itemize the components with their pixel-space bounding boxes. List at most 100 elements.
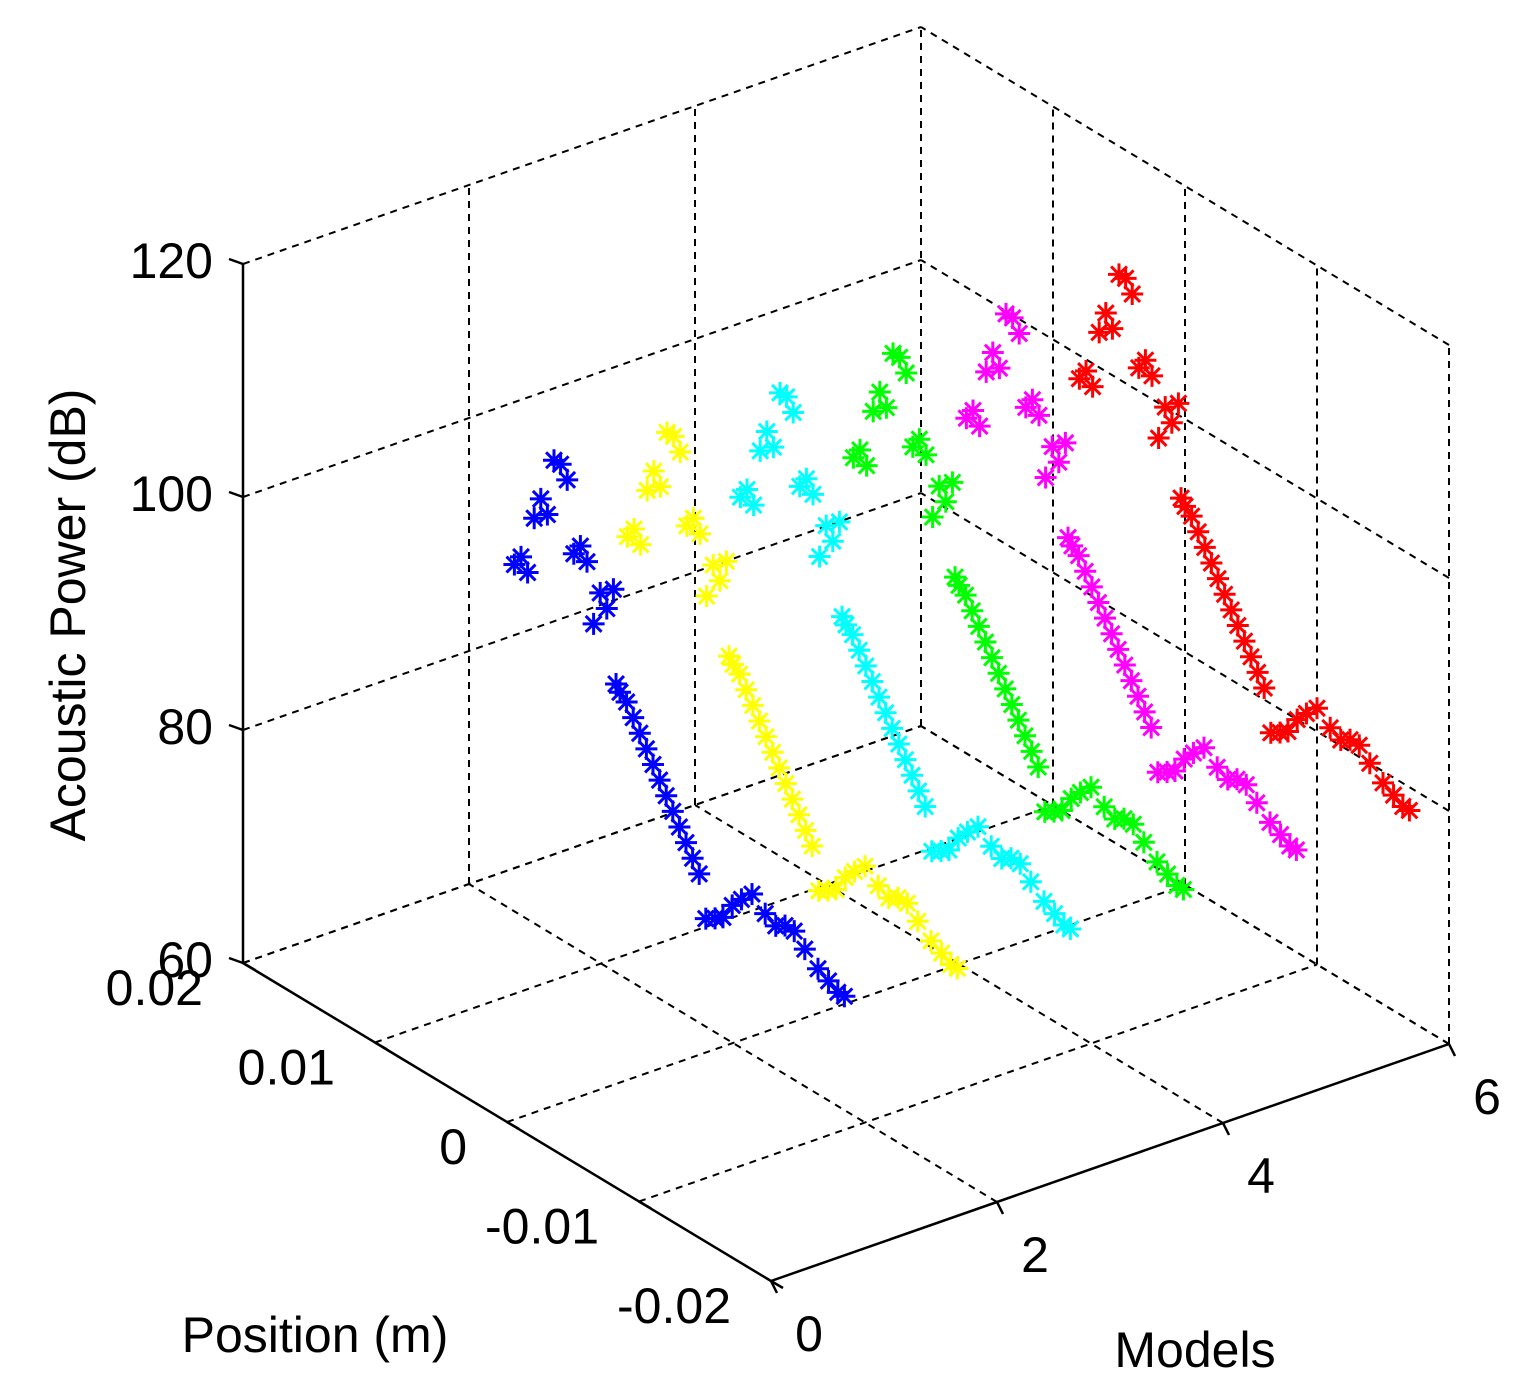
data-point-model-1 (543, 449, 565, 472)
data-point-model-3 (831, 605, 854, 628)
data-point-model-5 (1245, 791, 1268, 814)
data-point-model-6 (1286, 708, 1309, 731)
data-point-model-2 (867, 874, 890, 897)
data-point-model-4 (1093, 795, 1116, 818)
grid-line-floor (638, 963, 1318, 1203)
grid-line-floor (468, 883, 998, 1203)
grid-line-floor (506, 884, 1186, 1123)
grid-line-floor (694, 804, 1224, 1124)
data-point-model-1 (721, 894, 744, 917)
data-point-model-3 (947, 827, 970, 850)
grid-line-back-wall (242, 259, 922, 498)
data-point-model-4 (882, 342, 904, 365)
data-point-model-2 (695, 585, 718, 608)
data-point-model-2 (735, 678, 758, 701)
data-point-model-5 (995, 302, 1017, 325)
data-point-model-4 (1165, 874, 1188, 897)
data-point-model-4 (1033, 800, 1056, 823)
data-point-model-4 (921, 506, 944, 529)
data-point-model-2 (616, 525, 639, 548)
data-point-model-2 (642, 460, 665, 483)
data-point-model-1 (694, 907, 717, 930)
data-point-model-2 (906, 910, 929, 933)
data-point-model-6 (1207, 567, 1229, 590)
data-point-model-1 (562, 542, 585, 565)
data-point-model-6 (1147, 427, 1170, 450)
data-point-model-6 (1391, 795, 1414, 818)
data-point-model-4 (901, 435, 924, 458)
grid-line-side-wall (920, 492, 1450, 812)
data-point-model-3 (749, 439, 772, 462)
grid-line-floor (920, 725, 1450, 1045)
y-tick-mark (506, 1120, 520, 1131)
data-point-model-5 (1259, 811, 1281, 834)
x-tick-label: 0 (795, 1306, 823, 1362)
data-point-model-1 (589, 581, 612, 604)
data-point-model-3 (755, 420, 778, 443)
x-tick-label: 2 (1021, 1227, 1049, 1283)
data-point-model-3 (815, 514, 838, 537)
data-point-model-6 (1154, 396, 1177, 419)
data-point-model-3 (980, 835, 1003, 858)
data-point-model-6 (1088, 321, 1111, 344)
grid-layer (242, 26, 1450, 1282)
data-point-model-4 (928, 475, 951, 498)
data-point-model-1 (523, 507, 546, 530)
data-point-model-2 (702, 554, 725, 577)
x-tick-mark (1447, 1043, 1457, 1057)
data-point-model-6 (1259, 721, 1282, 744)
data-point-model-6 (1358, 752, 1381, 775)
data-point-model-4 (944, 566, 967, 589)
data-point-model-5 (981, 341, 1004, 364)
data-point-model-6 (1372, 771, 1394, 794)
data-point-model-2 (718, 645, 741, 668)
z-tick-mark (228, 257, 244, 266)
data-point-model-1 (602, 578, 625, 601)
data-point-model-6 (1094, 302, 1117, 325)
x-axis-label: Models (1114, 1322, 1275, 1378)
x-tick-label: 4 (1247, 1148, 1275, 1204)
data-point-model-5 (1173, 748, 1196, 771)
data-point-model-4 (868, 381, 891, 404)
data-point-model-1 (642, 753, 664, 776)
data-layer (503, 263, 1421, 1008)
data-point-model-1 (754, 902, 777, 925)
z-tick-label: 80 (157, 699, 213, 755)
y-tick-mark (770, 1279, 784, 1290)
data-point-model-2 (636, 479, 659, 502)
data-point-model-4 (1132, 831, 1155, 854)
data-point-model-5 (955, 407, 978, 430)
data-point-model-3 (729, 486, 752, 509)
grid-line-back-wall (242, 26, 922, 265)
data-point-model-5 (1054, 431, 1077, 454)
data-point-model-5 (1014, 396, 1037, 419)
z-tick-label: 100 (130, 466, 213, 522)
data-point-model-6 (1068, 367, 1091, 390)
data-point-model-2 (715, 550, 738, 573)
data-point-model-5 (975, 360, 998, 383)
y-tick-label: 0 (439, 1119, 467, 1175)
data-point-model-2 (939, 953, 962, 976)
data-point-model-1 (529, 487, 552, 510)
y-tick-mark (242, 961, 256, 972)
data-point-model-2 (675, 514, 698, 537)
data-point-model-5 (1278, 834, 1301, 857)
data-point-model-6 (1170, 487, 1193, 510)
data-point-model-3 (828, 510, 851, 533)
data-point-model-2 (768, 756, 791, 779)
x-tick-mark (1221, 1122, 1231, 1136)
grid-line-side-wall (920, 26, 1450, 346)
data-point-model-1 (582, 612, 605, 635)
y-tick-label: -0.02 (617, 1278, 731, 1334)
y-tick-mark (638, 1200, 652, 1210)
z-tick-label: 60 (157, 932, 213, 988)
x-axis-line (770, 1042, 1450, 1283)
data-point-model-3 (1052, 913, 1075, 936)
data-point-model-1 (605, 673, 628, 696)
x-tick-mark (995, 1201, 1005, 1215)
data-point-model-5 (1041, 435, 1064, 458)
data-point-model-6 (1167, 392, 1190, 415)
y-axis-label: Position (m) (182, 1307, 449, 1363)
data-point-model-2 (920, 929, 942, 952)
